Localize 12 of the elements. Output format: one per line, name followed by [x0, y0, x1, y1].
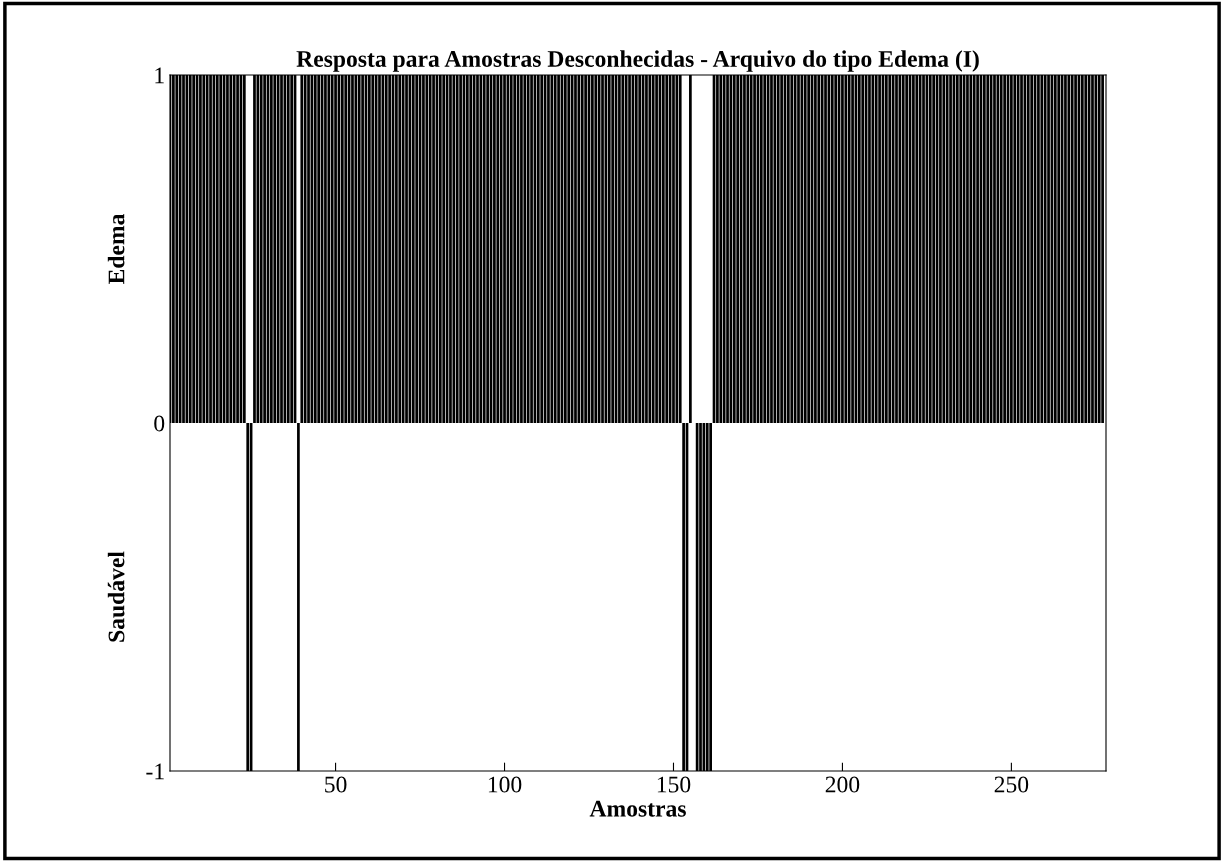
chart-title: Resposta para Amostras Desconhecidas - Arquivo do tipo Edema (I) [296, 50, 979, 72]
text: Saudável [107, 551, 125, 642]
x-axis-title: Amostras [589, 800, 686, 817]
text: Edema [107, 213, 125, 285]
y-tick-label: 1 [155, 67, 164, 84]
x-tick-label: 250 [994, 776, 1029, 793]
x-tick-label: 100 [488, 776, 522, 793]
y-tick-label: 0 [154, 415, 165, 432]
y-tick-label: -1 [146, 763, 164, 780]
x-tick-label: 50 [325, 776, 347, 793]
x-tick-label: 200 [825, 776, 860, 793]
x-tick-label: 150 [657, 776, 691, 793]
